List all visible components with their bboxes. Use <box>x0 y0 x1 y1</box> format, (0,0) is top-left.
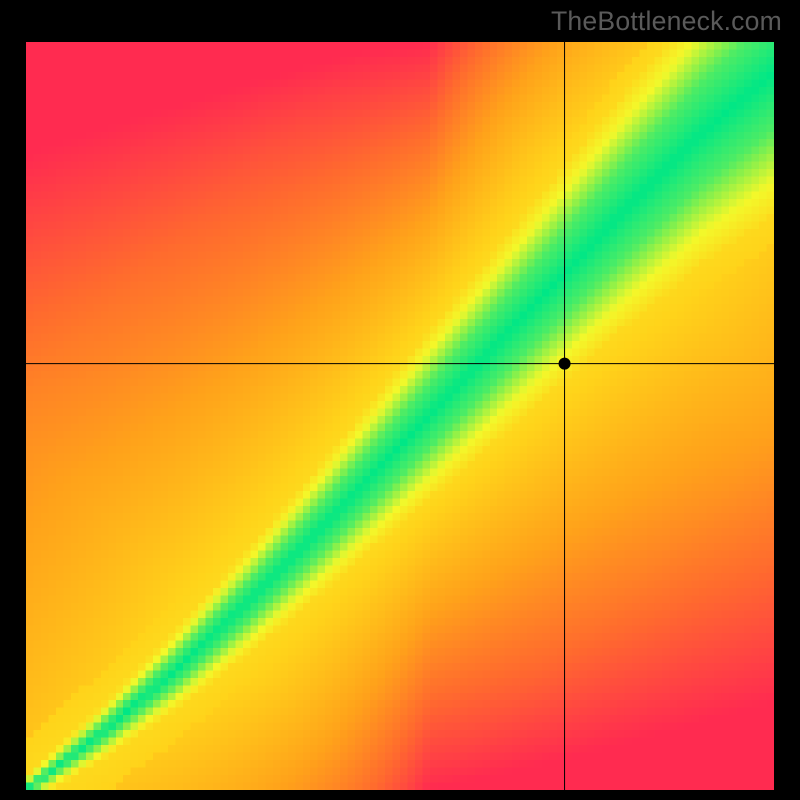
heatmap-plot <box>26 42 774 790</box>
heatmap-canvas <box>26 42 774 790</box>
watermark-label: TheBottleneck.com <box>551 6 782 37</box>
